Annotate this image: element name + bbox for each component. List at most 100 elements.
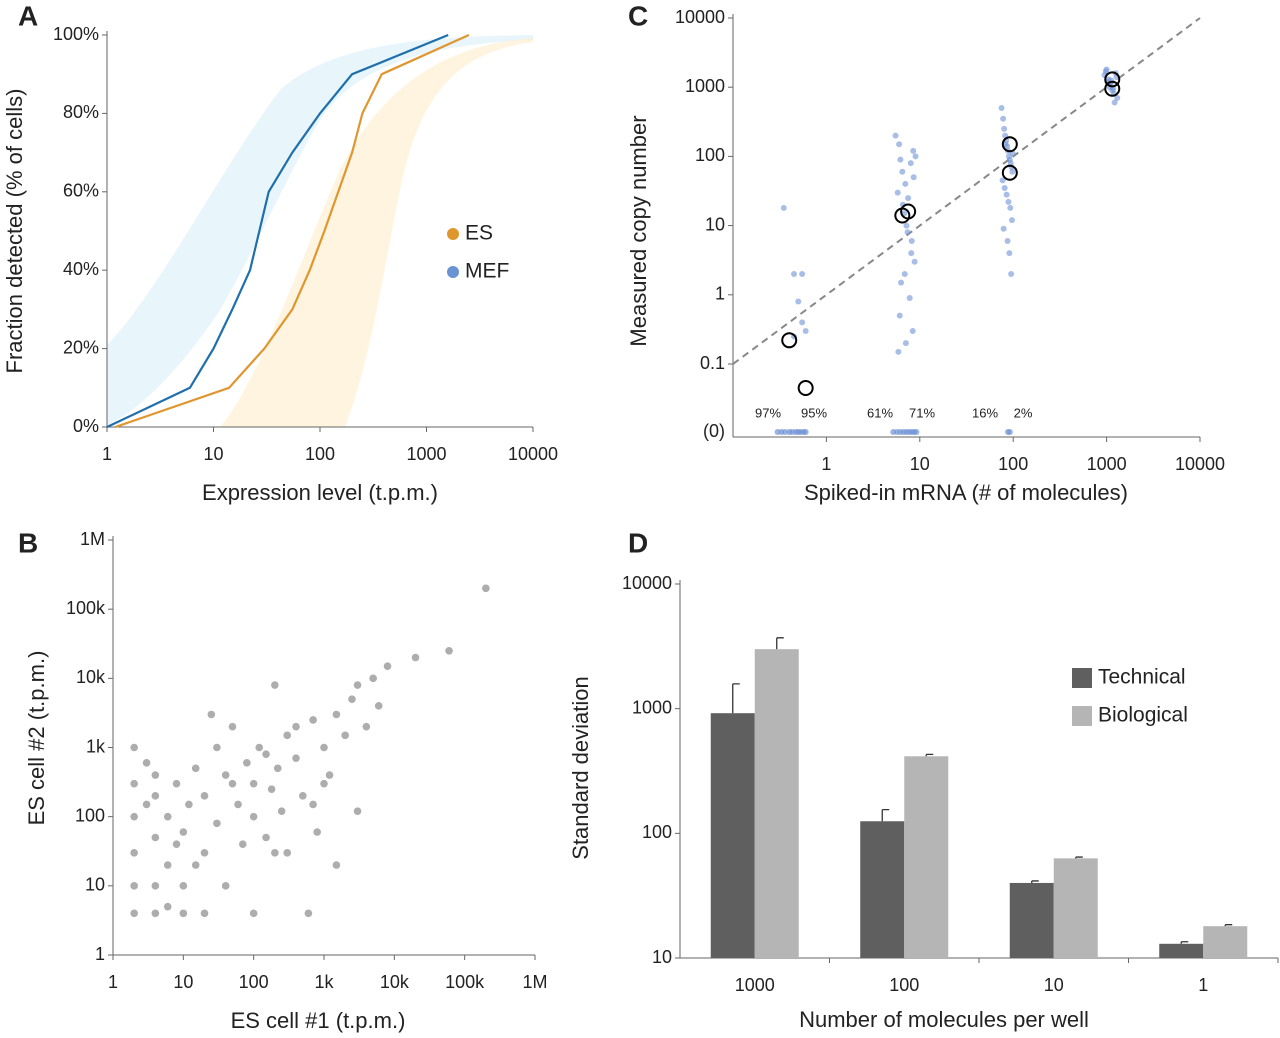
point [249,812,258,821]
bar [754,649,799,958]
y-tick-label: 60% [63,181,99,201]
point [1001,184,1008,191]
point [896,312,903,319]
point [791,270,798,277]
point [262,833,270,842]
point [341,731,349,740]
panel-letter: B [18,527,38,558]
point [445,647,453,655]
bar [710,713,755,958]
point [271,849,279,857]
point [151,792,160,800]
x-tick-label: 100k [445,972,485,992]
error-bar [1224,924,1233,927]
point [151,833,160,842]
point [999,177,1006,184]
y-tick-label: 100 [695,145,725,165]
point [894,189,901,196]
bar [1053,858,1098,958]
x-tick-label: 10 [910,454,930,474]
panel-letter: C [628,0,648,31]
point [172,779,181,788]
point [142,759,151,767]
point [1008,270,1015,277]
point [238,840,247,848]
point [292,722,300,731]
es-range-band [220,38,533,427]
y-tick-label: 20% [63,337,99,357]
series-line [115,33,470,429]
x-tick-label: 1 [102,444,112,464]
point [320,743,328,752]
legend-marker [447,266,459,278]
bar [904,756,949,958]
point [304,909,313,918]
point [910,174,917,181]
point [353,807,362,815]
point [221,882,230,890]
x-tick-label: 10000 [1175,454,1225,474]
point [802,327,809,334]
y-axis-title: Fraction detected (% of cells) [2,89,27,374]
point [906,294,913,301]
legend-label: Technical [1098,666,1186,689]
point [130,779,138,788]
y-tick-label: 1000 [632,697,672,717]
point [221,771,230,779]
point [320,779,328,788]
point [179,882,188,890]
point [905,195,912,202]
point [262,750,270,759]
x-tick-label: 1 [108,972,118,992]
legend-label: MEF [465,260,509,283]
detection-rate: 16% [972,405,998,420]
panel-letter: A [18,0,38,31]
point [369,674,377,683]
x-tick-label: 1000 [735,975,775,995]
y-tick-label: 10000 [622,573,672,593]
error-bar [1180,941,1189,944]
point [1000,115,1007,122]
y-zero-tick-label: (0) [703,421,725,441]
y-tick-label: 10 [705,214,725,234]
point [383,662,392,670]
point [151,771,160,779]
point [179,909,188,918]
bar [1203,926,1248,958]
point [332,861,341,869]
point [179,828,188,836]
y-tick-label: 1M [80,529,105,549]
error-bar [1075,856,1083,859]
y-tick-label: 10 [85,875,105,895]
point [243,759,251,767]
mean-marker [900,203,917,220]
y-tick-label: 80% [63,102,99,122]
x-tick-label: 10 [1044,975,1064,995]
error-bar [1031,880,1039,883]
point [313,828,321,836]
point [1008,217,1015,224]
point [411,653,420,662]
point [912,153,919,160]
legend-marker [1072,668,1092,688]
panel-letter: D [628,527,648,558]
point [998,105,1005,112]
detection-rate: 71% [909,405,935,420]
point [271,681,279,689]
mean-marker [1001,164,1018,181]
point [277,807,286,815]
error-bar [925,753,934,757]
point [191,861,200,869]
detection-rate: 95% [801,405,827,420]
y-tick-label: 100k [66,598,106,618]
point [1114,94,1121,101]
point [130,812,138,821]
zero-point [1006,429,1013,435]
point [795,298,802,305]
y-axis-title: Measured copy number [626,115,651,346]
y-tick-label: 0.1 [700,353,725,373]
point [1006,250,1013,257]
point [130,882,138,890]
point [1102,68,1109,75]
